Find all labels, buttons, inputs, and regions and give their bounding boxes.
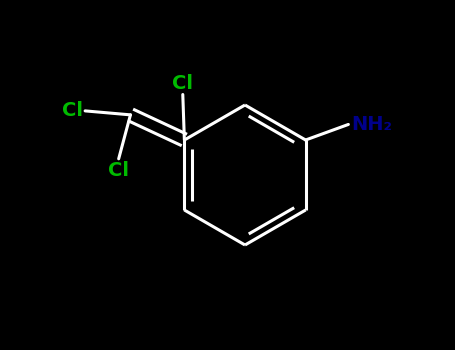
Text: NH₂: NH₂	[351, 115, 392, 134]
Text: Cl: Cl	[108, 161, 129, 180]
Text: Cl: Cl	[62, 102, 83, 120]
Text: Cl: Cl	[172, 74, 193, 93]
